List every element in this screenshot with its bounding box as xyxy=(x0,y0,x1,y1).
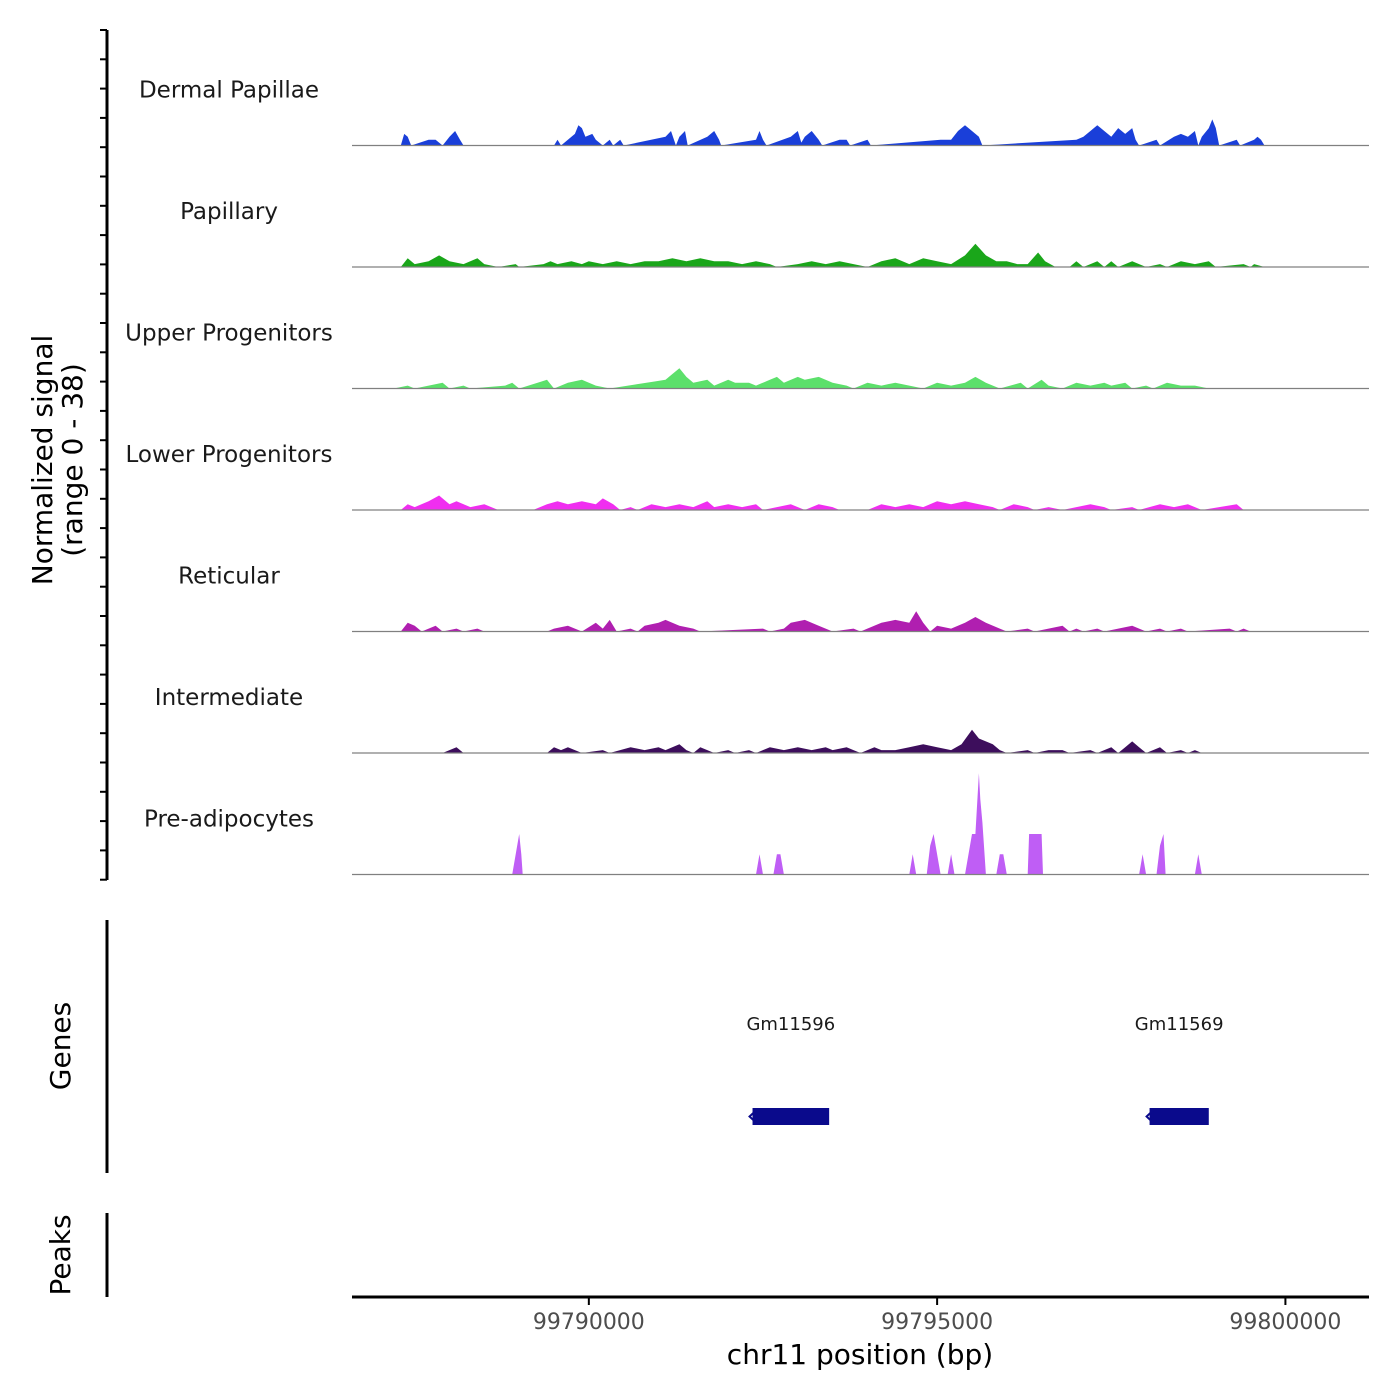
track-label: Intermediate xyxy=(155,685,303,711)
track-label: Upper Progenitors xyxy=(125,321,333,347)
signal-area xyxy=(442,729,1202,753)
track-lower-progenitors: Lower Progenitors xyxy=(126,442,1369,511)
gene-gm11569: Gm11569 xyxy=(1135,1014,1224,1125)
x-axis-ticks: 99790000 99795000 99800000 xyxy=(533,1297,1341,1335)
y-axis-title-line1: Normalized signal xyxy=(26,335,59,586)
track-label: Dermal Papillae xyxy=(139,78,319,104)
track-label: Papillary xyxy=(180,199,278,225)
signal-area xyxy=(400,243,1265,267)
peaks-panel-title: Peaks xyxy=(44,1214,77,1295)
gene-label: Gm11569 xyxy=(1135,1014,1224,1035)
gene-strand-arrow xyxy=(1145,1109,1155,1124)
x-tick-label: 99795000 xyxy=(881,1310,993,1335)
track-label: Pre-adipocytes xyxy=(144,807,314,833)
track-label: Reticular xyxy=(178,564,280,590)
y-axis-title-line2: (range 0 - 38) xyxy=(56,363,89,557)
track-label: Lower Progenitors xyxy=(126,442,333,468)
track-dermal-papillae: Dermal Papillae xyxy=(139,78,1369,147)
signal-area xyxy=(400,611,1251,632)
track-pre-adipocytes: Pre-adipocytes xyxy=(144,773,1369,876)
y-axis-title: Normalized signal (range 0 - 38) xyxy=(26,335,89,586)
signal-tracks: Dermal Papillae Papillary Upper Progenitor… xyxy=(125,78,1369,876)
track-upper-progenitors: Upper Progenitors xyxy=(125,321,1369,390)
track-intermediate: Intermediate xyxy=(155,685,1369,754)
gene-strand-arrow xyxy=(748,1109,758,1124)
genes-panel-title: Genes xyxy=(44,1002,77,1090)
gene-annotations: Gm11596 Gm11569 xyxy=(746,1014,1224,1125)
gene-body xyxy=(1149,1108,1209,1125)
gene-label: Gm11596 xyxy=(746,1014,835,1035)
x-tick-label: 99800000 xyxy=(1229,1310,1341,1335)
signal-y-axis-ticks xyxy=(100,29,107,881)
x-tick-label: 99790000 xyxy=(533,1310,645,1335)
gene-body xyxy=(752,1108,830,1125)
signal-area xyxy=(400,119,1265,146)
signal-area xyxy=(393,368,1209,389)
x-axis-title: chr11 position (bp) xyxy=(727,1338,993,1371)
signal-area xyxy=(400,495,1244,510)
signal-area xyxy=(512,773,1202,875)
gene-gm11596: Gm11596 xyxy=(746,1014,835,1125)
track-papillary: Papillary xyxy=(180,199,1369,268)
track-reticular: Reticular xyxy=(178,564,1369,633)
